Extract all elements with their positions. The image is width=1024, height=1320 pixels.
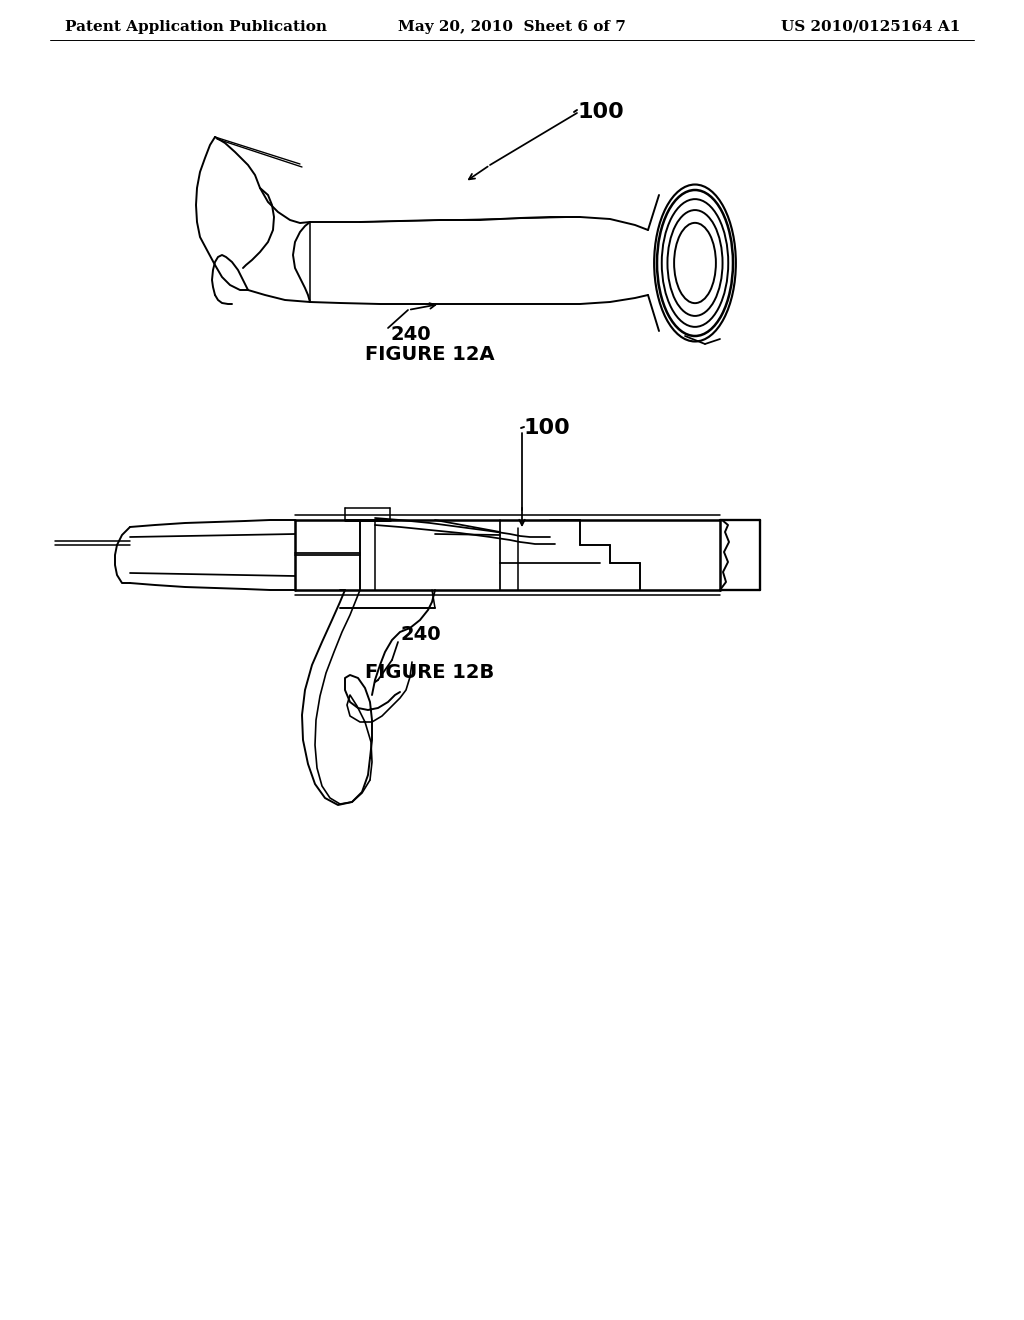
Text: 240: 240	[400, 626, 440, 644]
Text: FIGURE 12B: FIGURE 12B	[366, 663, 495, 681]
Text: 100: 100	[578, 102, 625, 121]
Text: FIGURE 12A: FIGURE 12A	[366, 346, 495, 364]
Text: May 20, 2010  Sheet 6 of 7: May 20, 2010 Sheet 6 of 7	[398, 20, 626, 34]
Text: Patent Application Publication: Patent Application Publication	[65, 20, 327, 34]
Text: US 2010/0125164 A1: US 2010/0125164 A1	[780, 20, 961, 34]
Text: 240: 240	[390, 326, 431, 345]
Text: 100: 100	[524, 418, 570, 438]
